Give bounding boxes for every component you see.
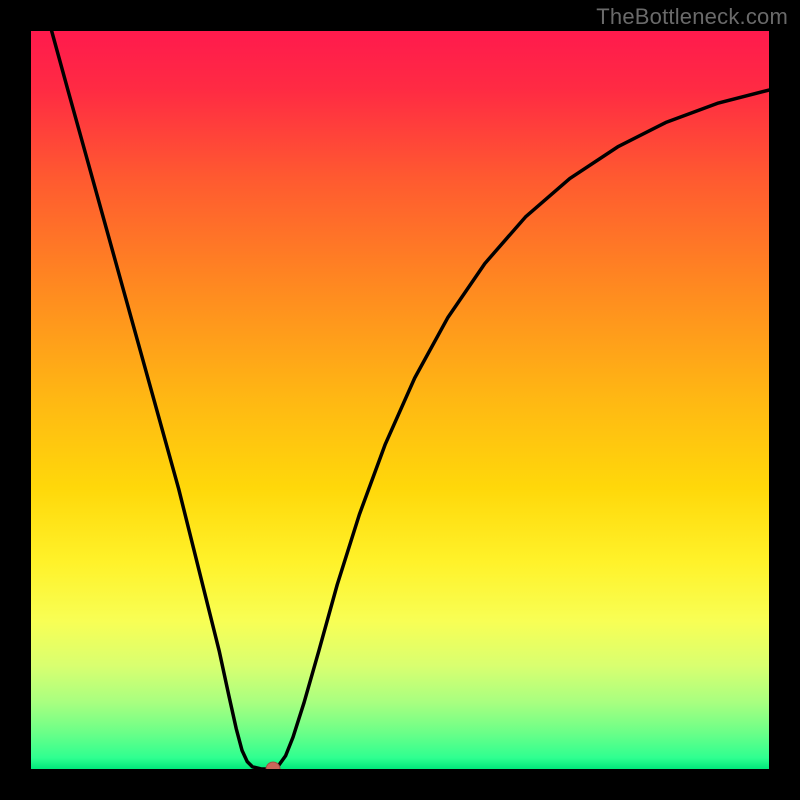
chart-svg bbox=[31, 31, 769, 769]
optimal-point-marker bbox=[266, 762, 280, 769]
watermark-text: TheBottleneck.com bbox=[596, 4, 788, 30]
bottleneck-curve bbox=[52, 31, 769, 769]
plot-area bbox=[30, 30, 770, 770]
